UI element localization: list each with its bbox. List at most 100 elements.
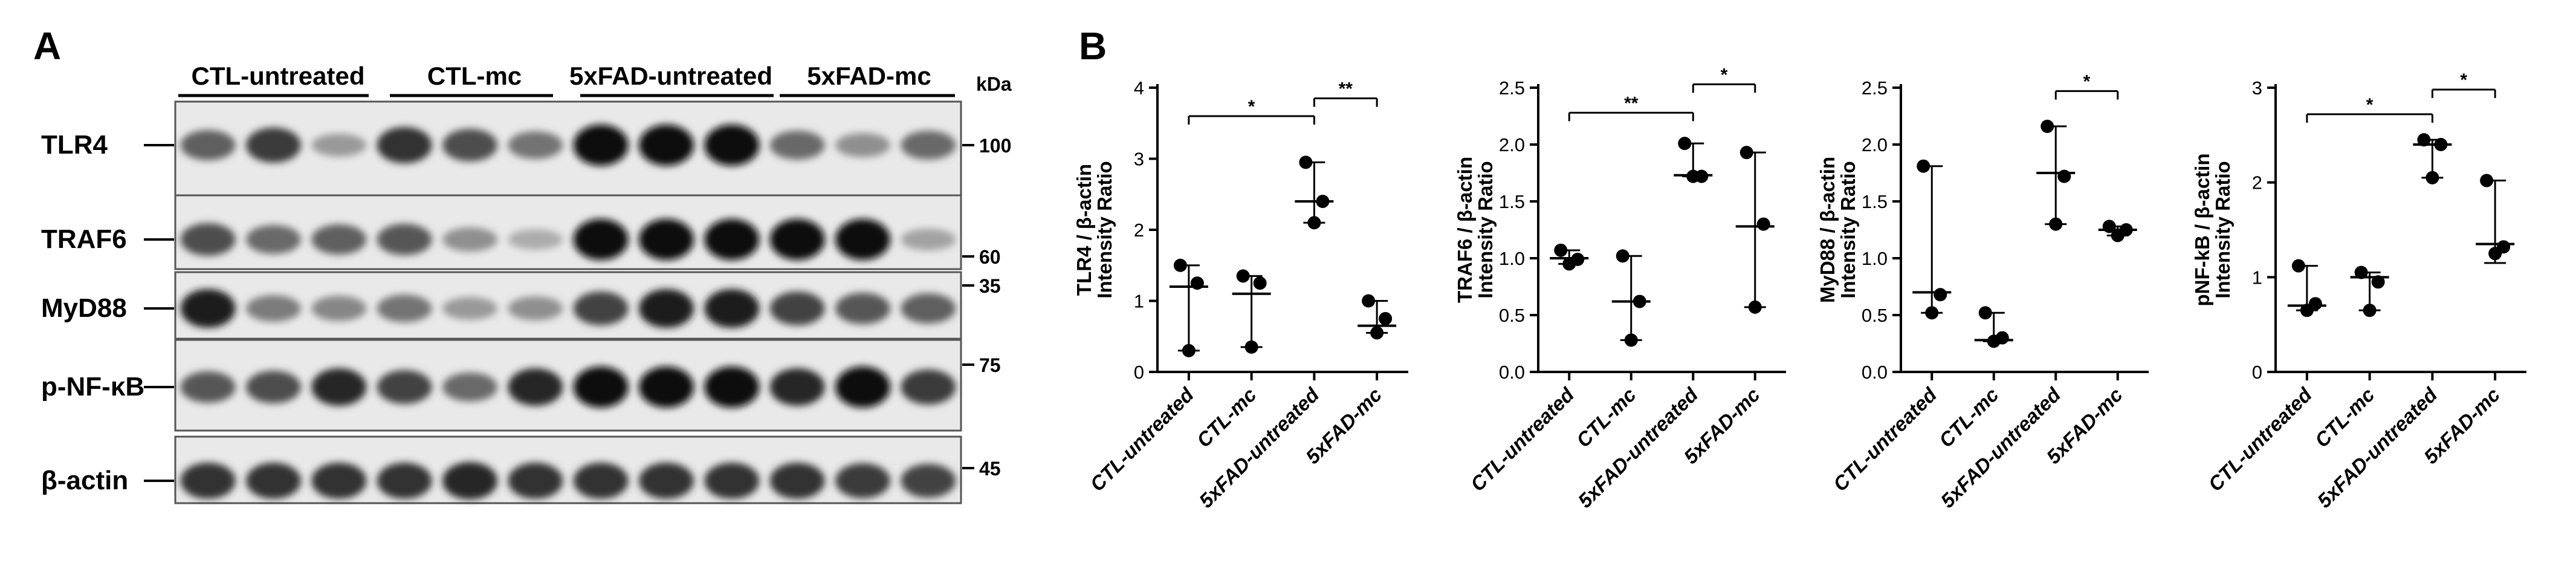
blot-row--actin: β-actin 45 xyxy=(41,435,1001,504)
blot-band xyxy=(901,464,956,498)
data-point xyxy=(1190,276,1204,290)
data-point xyxy=(2371,275,2385,289)
blot-band xyxy=(835,133,890,157)
blot-row-traf6: TRAF6 60 xyxy=(41,194,1001,270)
blot-band xyxy=(639,219,694,260)
data-point xyxy=(1756,217,1770,231)
y-tick-label: 0.0 xyxy=(1862,362,1888,383)
y-axis-label: MyD88 / β-actinIntensity Ratio xyxy=(1816,157,1859,303)
blot-band xyxy=(180,463,236,499)
blot-band xyxy=(508,296,563,321)
blot-band xyxy=(508,368,563,406)
blot-band xyxy=(377,370,432,404)
data-point xyxy=(1182,344,1196,357)
blot-band xyxy=(639,366,694,408)
blot-band xyxy=(311,463,367,499)
y-tick-label: 0.0 xyxy=(1499,362,1525,383)
blot-band xyxy=(508,463,563,499)
data-point xyxy=(1739,146,1753,160)
data-point xyxy=(1299,155,1313,169)
y-tick-label: 1.0 xyxy=(1499,248,1525,269)
y-tick-label: 1.5 xyxy=(1499,191,1525,212)
blot-membrane xyxy=(174,194,962,270)
blot-label-p-nf-b: p-NF-κB xyxy=(41,372,144,402)
blot-band xyxy=(311,296,367,321)
blot-band xyxy=(311,134,367,157)
blot-band xyxy=(835,366,890,408)
blot-band xyxy=(377,127,432,163)
blot-band xyxy=(180,289,236,328)
data-point xyxy=(2434,138,2448,151)
y-axis-label-line: pNF-kB / β-actin xyxy=(2191,154,2213,307)
blot-band xyxy=(704,219,760,260)
blot-band xyxy=(442,129,497,161)
y-tick-label: 1 xyxy=(1134,291,1144,312)
panel-b-letter: B xyxy=(1079,24,1107,68)
chart-1: 0 1 2 3 4 TLR4 / β-actinIntensity Ratio CTL-un… xyxy=(1073,77,1408,512)
significance-bracket: * xyxy=(2306,95,2433,123)
y-tick-label: 4 xyxy=(1134,77,1144,99)
data-point xyxy=(2417,133,2431,147)
data-point xyxy=(1925,306,1939,320)
group-label-ctl-untreated: CTL-untreated xyxy=(192,62,365,90)
data-point xyxy=(2426,171,2439,184)
data-point xyxy=(2057,169,2071,183)
blot-band xyxy=(442,297,497,320)
blot-row-myd88: MyD88 35 xyxy=(41,271,1001,340)
significance-label: * xyxy=(2083,72,2091,92)
blot-band xyxy=(573,219,629,260)
category-group xyxy=(2413,133,2452,184)
blot-band xyxy=(180,130,236,160)
data-point xyxy=(2102,220,2116,233)
y-tick-label: 1.0 xyxy=(1862,248,1888,269)
blot-band xyxy=(769,292,825,325)
data-point xyxy=(1624,333,1638,347)
y-axis-label-line: TLR4 / β-actin xyxy=(1073,164,1095,296)
blot-band xyxy=(835,293,890,324)
significance-label: ** xyxy=(1624,93,1639,113)
category-group xyxy=(1974,306,2013,348)
blot-band xyxy=(835,463,890,498)
y-tick-label: 2.0 xyxy=(1499,134,1525,155)
blot-band xyxy=(311,224,367,255)
blot-membrane xyxy=(174,339,962,432)
blot-band xyxy=(901,293,956,324)
significance-label: * xyxy=(2366,95,2374,115)
x-tick-label: 5xFAD-untreated xyxy=(2312,383,2441,512)
size-marker-label: 100 xyxy=(979,135,1011,157)
blot-band xyxy=(377,224,432,255)
blot-band xyxy=(704,366,760,408)
chart-2: 0.0 0.5 1.0 1.5 2.0 2.5 TRAF6 / β-actinIntensi… xyxy=(1454,65,1786,512)
category-group xyxy=(1611,249,1651,347)
y-tick-label: 2.0 xyxy=(1862,134,1888,155)
x-tick-label: CTL-untreated xyxy=(1829,383,1941,495)
data-point xyxy=(1678,137,1692,151)
data-point xyxy=(1748,300,1762,314)
group-label-5xfad-mc: 5xFAD-mc xyxy=(807,62,931,90)
blot-band xyxy=(508,131,563,159)
data-point xyxy=(1307,216,1321,230)
y-tick-label: 2.5 xyxy=(1862,77,1888,99)
data-point xyxy=(1173,258,1187,272)
blot-band xyxy=(573,292,629,325)
data-point xyxy=(1554,243,1568,257)
blot-membrane xyxy=(174,100,962,197)
blot-band xyxy=(704,463,760,499)
data-point xyxy=(1316,195,1330,208)
group-label-ctl-mc: CTL-mc xyxy=(427,62,522,90)
blot-band xyxy=(311,368,367,406)
blot-row-p-nf-b: p-NF-κB 75 xyxy=(41,339,1001,432)
y-axis-label: TRAF6 / β-actinIntensity Ratio xyxy=(1454,157,1497,303)
x-tick-label: 5xFAD-untreated xyxy=(1936,383,2065,512)
significance-bracket: ** xyxy=(1313,79,1378,107)
x-tick-label: 5xFAD-untreated xyxy=(1194,383,1323,512)
data-point xyxy=(2111,229,2125,243)
data-point xyxy=(2480,174,2494,187)
significance-bracket: * xyxy=(2431,70,2496,99)
x-tick-label: CTL-untreated xyxy=(2204,383,2316,495)
y-tick-label: 2 xyxy=(1134,220,1144,241)
blot-band xyxy=(573,125,629,166)
category-group xyxy=(1674,137,1713,183)
blot-band xyxy=(769,463,825,499)
